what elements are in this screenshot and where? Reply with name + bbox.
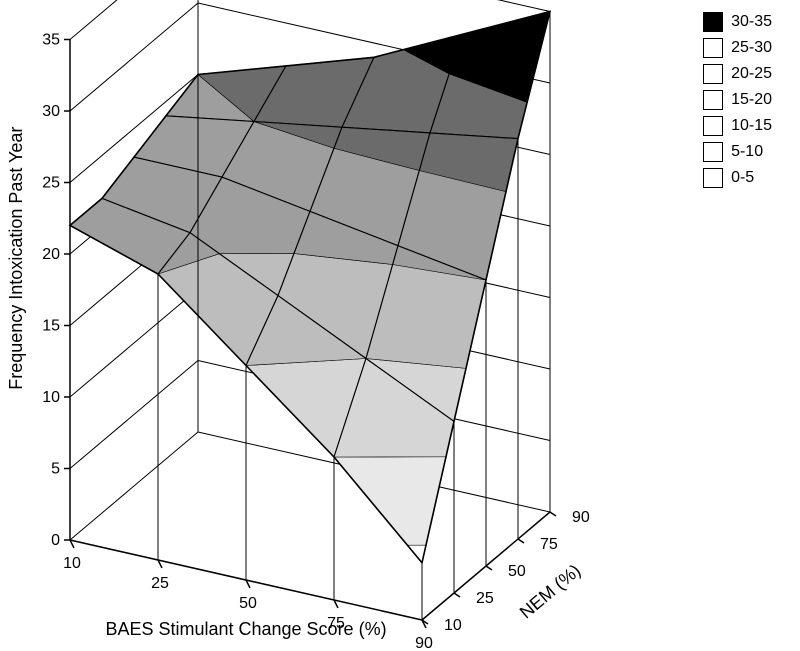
- legend-item: 15-20: [703, 90, 772, 110]
- z-tick-label: 25: [42, 175, 60, 192]
- z-tick-label: 0: [51, 532, 60, 549]
- z-tick-label: 35: [42, 32, 60, 49]
- chart-container: { "chart": { "type": "3d-surface", "widt…: [0, 0, 800, 651]
- z-tick-label: 30: [42, 103, 60, 120]
- legend-swatch: [703, 12, 723, 32]
- legend-swatch: [703, 142, 723, 162]
- legend-item: 30-35: [703, 12, 772, 32]
- surface-chart: 0510152025303510255075901025507590Freque…: [0, 0, 800, 651]
- legend-label: 10-15: [731, 117, 772, 135]
- z-tick-label: 15: [42, 318, 60, 335]
- y-tick-label: 90: [572, 509, 590, 526]
- y-tick-label: 10: [444, 617, 462, 634]
- legend-swatch: [703, 90, 723, 110]
- legend-item: 25-30: [703, 38, 772, 58]
- x-tick-label: 10: [63, 555, 81, 572]
- legend-label: 20-25: [731, 65, 772, 83]
- legend-label: 0-5: [731, 169, 754, 187]
- legend-label: 5-10: [731, 143, 763, 161]
- z-tick-label: 5: [51, 461, 60, 478]
- legend-label: 30-35: [731, 13, 772, 31]
- z-axis-label: Frequency Intoxication Past Year: [6, 127, 26, 390]
- z-tick-label: 10: [42, 389, 60, 406]
- legend-swatch: [703, 38, 723, 58]
- legend-swatch: [703, 64, 723, 84]
- legend: 30-35 25-30 20-25 15-20 10-15 5-10 0-5: [703, 12, 772, 194]
- x-axis-label: BAES Stimulant Change Score (%): [105, 619, 386, 639]
- y-tick-label: 50: [508, 563, 526, 580]
- legend-swatch: [703, 168, 723, 188]
- legend-swatch: [703, 116, 723, 136]
- y-tick-label: 75: [540, 536, 558, 553]
- legend-label: 15-20: [731, 91, 772, 109]
- legend-item: 20-25: [703, 64, 772, 84]
- x-tick-label: 25: [151, 575, 169, 592]
- x-tick-label: 50: [239, 595, 257, 612]
- z-tick-label: 20: [42, 246, 60, 263]
- legend-item: 0-5: [703, 168, 772, 188]
- y-axis-label: NEM (%): [516, 560, 585, 622]
- legend-item: 10-15: [703, 116, 772, 136]
- legend-label: 25-30: [731, 39, 772, 57]
- legend-item: 5-10: [703, 142, 772, 162]
- x-tick-label: 90: [415, 635, 433, 651]
- y-tick-label: 25: [476, 590, 494, 607]
